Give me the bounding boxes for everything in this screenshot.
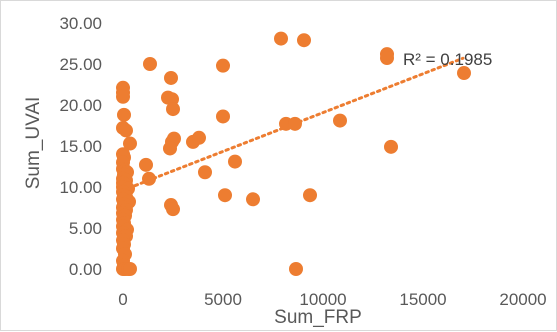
data-point bbox=[333, 113, 347, 128]
data-point bbox=[166, 202, 180, 217]
data-point bbox=[116, 89, 130, 104]
y-tick-label: 5.00 bbox=[69, 219, 102, 238]
y-axis-ticks: 0.00 5.00 10.00 15.00 20.00 25.00 30.00 bbox=[59, 14, 102, 279]
y-tick-label: 20.00 bbox=[59, 96, 102, 115]
y-tick-label: 15.00 bbox=[59, 137, 102, 156]
data-point bbox=[117, 107, 131, 122]
y-axis-title: Sum_UVAI bbox=[23, 97, 44, 190]
data-point bbox=[123, 136, 137, 151]
x-axis-ticks: 0 5000 10000 15000 20000 bbox=[118, 290, 546, 309]
trendline-r2-label: R² = 0.1985 bbox=[403, 50, 492, 69]
x-axis-title: Sum_FRP bbox=[274, 307, 362, 328]
data-point bbox=[297, 33, 311, 48]
y-tick-label: 0.00 bbox=[69, 260, 102, 279]
data-point bbox=[198, 165, 212, 180]
data-point bbox=[123, 262, 137, 276]
data-point bbox=[143, 57, 157, 71]
data-point bbox=[192, 130, 206, 145]
y-tick-label: 10.00 bbox=[59, 178, 102, 197]
data-point bbox=[246, 192, 260, 207]
data-point bbox=[142, 171, 156, 186]
y-tick-label: 30.00 bbox=[59, 14, 102, 33]
data-point bbox=[216, 58, 230, 73]
data-point bbox=[228, 154, 242, 169]
data-point bbox=[166, 102, 180, 117]
data-point bbox=[218, 188, 232, 203]
x-tick-label: 5000 bbox=[204, 290, 242, 309]
data-point bbox=[289, 262, 303, 276]
x-tick-label: 0 bbox=[118, 290, 127, 309]
trendline-label-marker bbox=[380, 51, 394, 65]
x-tick-label: 15000 bbox=[399, 290, 446, 309]
data-point bbox=[457, 66, 471, 81]
data-point bbox=[384, 139, 398, 154]
data-point bbox=[119, 123, 133, 138]
data-point bbox=[163, 141, 177, 156]
y-tick-label: 25.00 bbox=[59, 55, 102, 74]
x-tick-label: 10000 bbox=[299, 290, 346, 309]
data-point bbox=[303, 188, 317, 203]
data-point bbox=[288, 116, 302, 131]
data-point bbox=[274, 31, 288, 46]
data-points bbox=[116, 31, 471, 276]
x-tick-label: 20000 bbox=[499, 290, 546, 309]
data-point bbox=[139, 157, 153, 172]
data-point bbox=[216, 109, 230, 124]
data-point bbox=[164, 70, 178, 85]
